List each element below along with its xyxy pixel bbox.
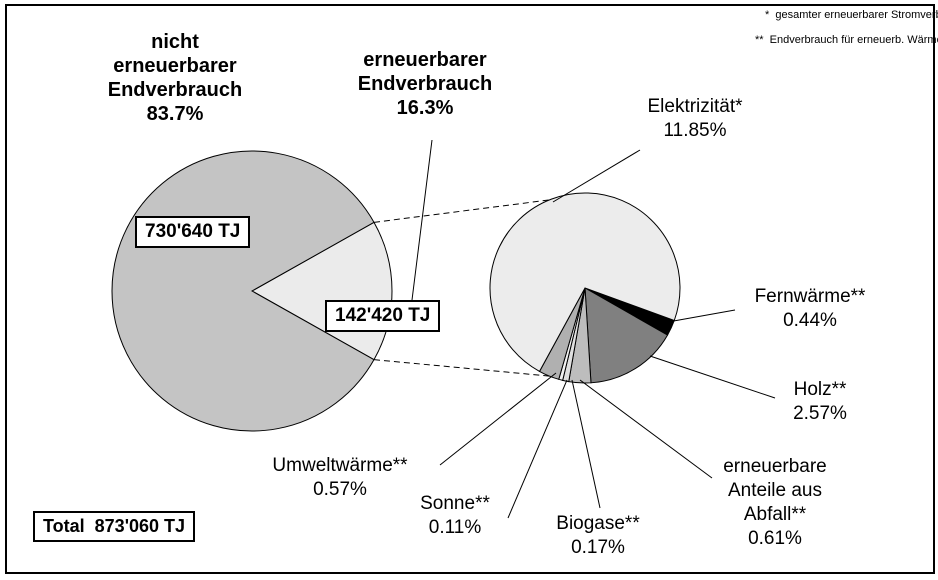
value-label: 142'420 TJ (325, 300, 441, 332)
leader-line (667, 309, 736, 323)
value-label: 0.11% (428, 517, 482, 538)
share-label: 16.3% (396, 97, 454, 119)
pie-slice (584, 287, 669, 384)
value-label: 2.57% (793, 403, 847, 424)
value-label: 11.85% (663, 120, 727, 141)
category-label: erneuerbarer Endverbrauch (357, 49, 493, 95)
slice-label: erneuerbarer Endverbrauch 16.3% (350, 48, 500, 120)
value-label: 730'640 TJ (135, 216, 251, 248)
category-label: Biogase** (556, 513, 640, 534)
leader-line (649, 355, 776, 399)
share-label: 83.7% (146, 103, 204, 125)
category-label: Umweltwärme** (272, 455, 408, 476)
slice-label: Elektrizität* 11.85% (615, 95, 775, 143)
footnote: * gesamter erneuerbarer Stromverbrauch (765, 9, 938, 21)
slice-label: Fernwärme** 0.44% (740, 285, 880, 333)
slice-label: Sonne** 0.11% (400, 492, 510, 540)
value-label: 0.57% (313, 479, 367, 500)
leader-line (579, 379, 713, 479)
category-label: Sonne** (420, 493, 490, 514)
leader-line (571, 379, 601, 509)
value-label: 0.44% (783, 310, 837, 331)
category-label: Holz** (793, 379, 847, 400)
value-label: 0.17% (571, 537, 625, 558)
category-label: Fernwärme** (754, 286, 866, 307)
category-label: Elektrizität* (647, 96, 743, 117)
leader-line (439, 372, 557, 466)
slice-label: Holz** 2.57% (760, 378, 880, 426)
slice-label: erneuerbare Anteile aus Abfall** 0.61% (715, 455, 835, 551)
connector (373, 359, 550, 377)
footnote: ** Endverbrauch für erneuerb. Wärmeerzeu… (755, 34, 938, 46)
leader-line (411, 139, 433, 301)
frame (5, 4, 935, 574)
slice-label: Umweltwärme** 0.57% (255, 454, 425, 502)
category-label: nicht erneuerbarer Endverbrauch (107, 31, 243, 101)
slice-label: nicht erneuerbarer Endverbrauch 83.7% (100, 30, 250, 126)
pie-slice (489, 192, 681, 373)
leader-line (507, 379, 568, 519)
slice-label: Biogase** 0.17% (538, 512, 658, 560)
category-label: erneuerbare Anteile aus Abfall** (723, 456, 827, 525)
leader-line (552, 149, 641, 203)
total-label: Total 873'060 TJ (33, 511, 196, 542)
value-label: 0.61% (748, 528, 802, 549)
